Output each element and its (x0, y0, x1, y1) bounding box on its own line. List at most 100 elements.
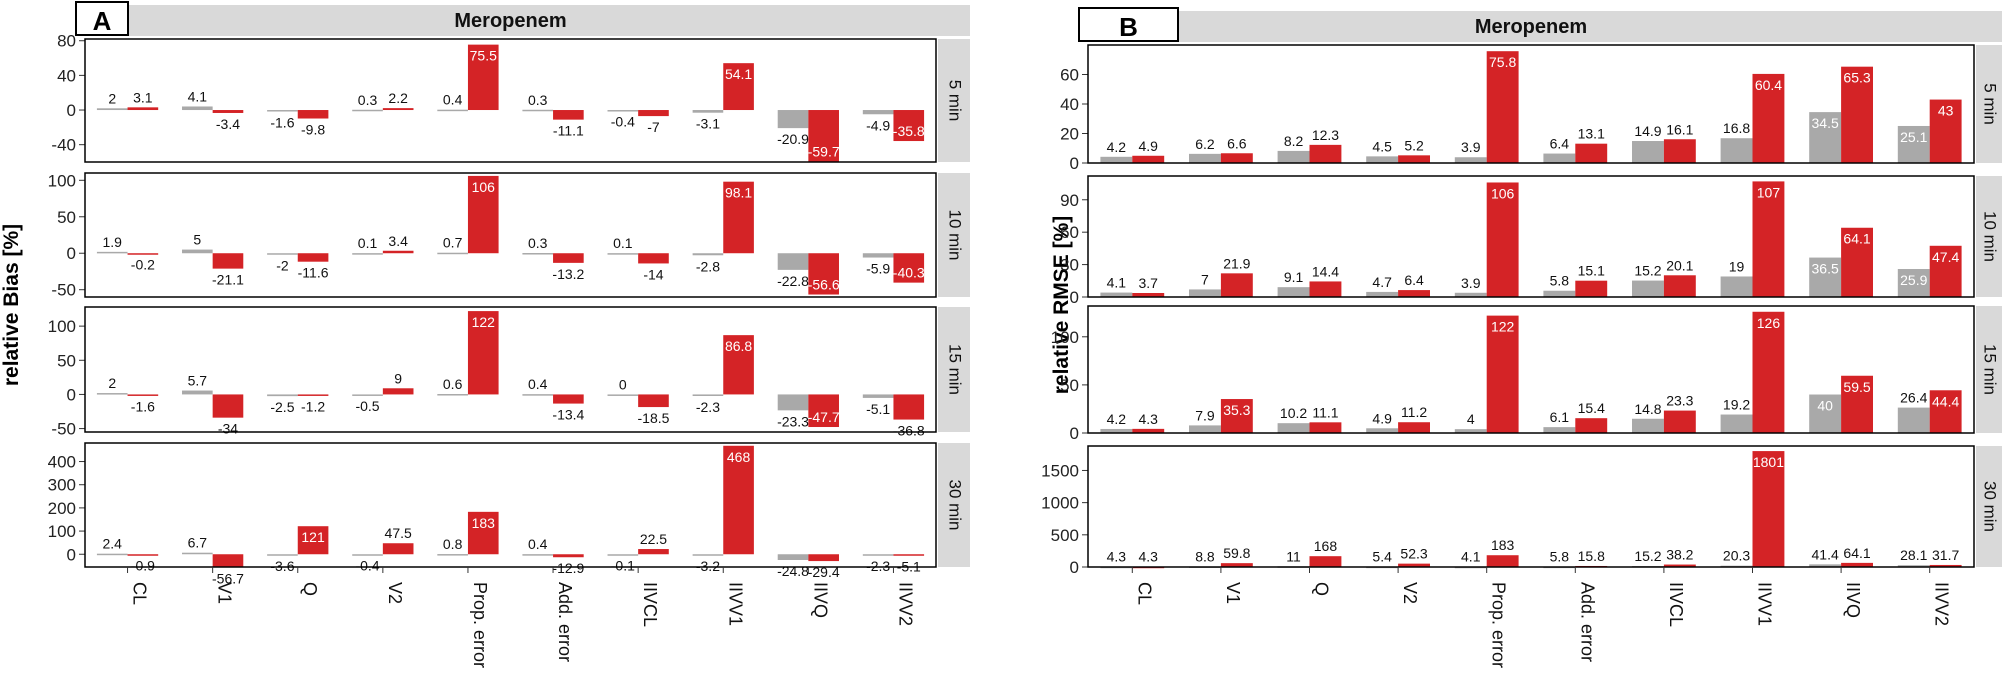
gray-bar (1277, 287, 1310, 297)
gray-bar (1543, 427, 1576, 433)
red-bar (212, 253, 244, 269)
gray-data-label: 0.8 (443, 536, 463, 552)
facet-30-min: 30 min 0 500 1000 1500 4.3 4.3 8.8 59.8 11 168 5.4 5… (1041, 445, 2002, 577)
gray-data-label: 5.7 (188, 373, 208, 389)
red-bar (1663, 139, 1696, 163)
x-tick-label: CL (1134, 582, 1154, 605)
red-bar (1398, 563, 1430, 567)
y-tick-label: 50 (57, 208, 76, 227)
panel-label-box (75, 1, 129, 36)
y-tick-label: 300 (48, 476, 76, 495)
red-bar (1309, 422, 1342, 433)
gray-bar (1720, 138, 1753, 163)
gray-data-label: 7.9 (1195, 407, 1215, 423)
gray-bar (1189, 425, 1221, 433)
red-bar (1929, 390, 1962, 433)
red-bar (1929, 99, 1962, 163)
title-strip (1088, 11, 2002, 42)
gray-bar (437, 394, 468, 396)
gray-data-label: 7 (1201, 271, 1209, 287)
gray-data-label: 41.4 (1812, 546, 1839, 562)
facet-strip (1976, 176, 2002, 297)
gray-bar (1366, 428, 1399, 433)
red-bar (1663, 275, 1696, 297)
gray-bar (96, 553, 128, 556)
red-bar (1132, 155, 1165, 163)
red-bar (1309, 144, 1342, 163)
red-bar (1752, 311, 1785, 433)
red-data-label: 47.4 (1932, 249, 1959, 265)
facet-label: 15 min (946, 344, 965, 395)
red-data-label: -11.6 (298, 265, 329, 281)
gray-bar (1189, 289, 1221, 297)
gray-bar (1454, 157, 1487, 163)
red-bar (1309, 281, 1342, 297)
gray-data-label: 4.1 (1461, 549, 1481, 565)
y-tick-label: 40 (57, 66, 76, 85)
facet-strip (938, 39, 970, 162)
red-data-label: 468 (727, 449, 751, 465)
red-bar (553, 554, 584, 558)
gray-bar (607, 554, 639, 556)
gray-data-label: 8.2 (1284, 133, 1304, 149)
red-data-label: 65.3 (1843, 70, 1870, 86)
red-bar (1398, 155, 1430, 163)
red-data-label: -47.7 (808, 409, 840, 425)
gray-bar (182, 390, 213, 395)
red-bar (638, 394, 669, 408)
gray-bar (692, 554, 724, 556)
title-strip (85, 5, 970, 36)
facet-frame (1087, 445, 1975, 568)
gray-bar (1454, 292, 1487, 297)
gray-data-label: 6.2 (1195, 136, 1215, 152)
gray-data-label: 1.9 (102, 234, 122, 250)
panel-label-box (1078, 7, 1179, 42)
gray-bar (1277, 150, 1310, 163)
red-bar (1575, 280, 1608, 297)
gray-bar (692, 394, 724, 397)
gray-data-label: -22.8 (777, 273, 809, 289)
gray-data-label: 4.1 (1107, 275, 1127, 291)
y-tick-label: 100 (48, 317, 76, 336)
red-bar (1752, 181, 1785, 297)
gray-data-label: 0.3 (528, 92, 548, 108)
gray-data-label: -2.3 (696, 399, 720, 415)
gray-bar (352, 109, 383, 112)
y-tick-label: 1500 (1041, 461, 1079, 480)
red-data-label: 126 (1757, 315, 1781, 331)
gray-data-label: 20.3 (1723, 548, 1750, 564)
facet-15-min: 15 min -50 0 50 100 2 -1.6 5.7 -34 -2.5 -1.2 -0.5 9 0… (48, 306, 970, 439)
red-data-label: 20.1 (1666, 257, 1693, 273)
red-data-label: 121 (301, 529, 325, 545)
gray-bar (1720, 276, 1753, 297)
red-data-label: 15.1 (1578, 263, 1605, 279)
red-bar (127, 107, 159, 111)
gray-bar (1632, 280, 1664, 297)
gray-data-label: 14.9 (1634, 123, 1661, 139)
gray-bar (1809, 394, 1842, 433)
y-tick-label: 0 (1070, 558, 1079, 577)
red-data-label: -11.1 (553, 123, 584, 139)
gray-bar (522, 109, 554, 112)
gray-bar (607, 394, 639, 396)
red-data-label: 107 (1757, 184, 1781, 200)
y-tick-label: 0 (67, 244, 76, 263)
gray-data-label: -5.1 (866, 401, 890, 417)
red-data-label: 22.5 (640, 531, 667, 547)
red-bar (297, 253, 329, 262)
gray-bar (1897, 125, 1930, 163)
x-tick-label: Add. error (555, 582, 575, 662)
red-data-label: 14.4 (1312, 263, 1339, 279)
x-tick-label: IIVQ (1843, 582, 1863, 618)
facet-5-min: 5 min -40 0 40 80 2 3.1 4.1 -3.4 -1.6 -9.8 0.3 2.2 0.… (51, 32, 970, 163)
red-data-label: 4.3 (1139, 549, 1159, 565)
gray-bar (352, 394, 383, 396)
gray-bar (352, 253, 383, 255)
gray-data-label: -0.4 (611, 113, 635, 129)
gray-data-label: 4 (1467, 411, 1475, 427)
x-tick-label: V1 (1223, 582, 1243, 604)
red-data-label: 31.7 (1932, 547, 1959, 563)
y-tick-label: -40 (51, 136, 76, 155)
y-tick-label: 100 (48, 171, 76, 190)
